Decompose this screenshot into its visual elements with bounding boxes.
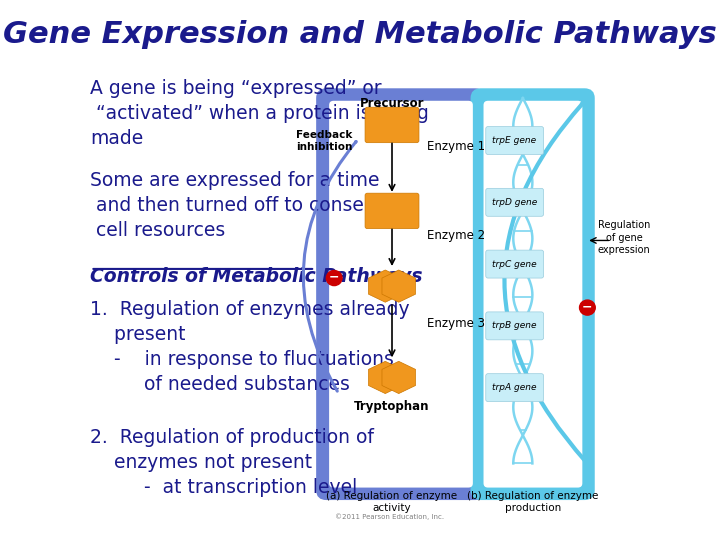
Polygon shape <box>369 270 402 302</box>
FancyBboxPatch shape <box>484 101 582 488</box>
FancyBboxPatch shape <box>486 188 544 217</box>
Text: Precursor: Precursor <box>360 97 424 110</box>
Circle shape <box>580 300 595 315</box>
FancyBboxPatch shape <box>486 312 544 340</box>
Polygon shape <box>382 270 415 302</box>
FancyBboxPatch shape <box>486 374 544 402</box>
Text: (b) Regulation of enzyme
production: (b) Regulation of enzyme production <box>467 491 598 514</box>
Text: Enzyme 2: Enzyme 2 <box>428 228 485 241</box>
Circle shape <box>326 271 342 286</box>
FancyBboxPatch shape <box>365 193 419 228</box>
Text: −: − <box>329 271 339 284</box>
Text: (a) Regulation of enzyme
activity: (a) Regulation of enzyme activity <box>326 491 458 514</box>
Text: ©2011 Pearson Education, Inc.: ©2011 Pearson Education, Inc. <box>335 514 444 521</box>
Text: trpD gene: trpD gene <box>492 198 537 207</box>
FancyArrowPatch shape <box>303 141 356 391</box>
FancyBboxPatch shape <box>365 107 419 143</box>
Polygon shape <box>382 361 415 394</box>
Text: Enzyme 3: Enzyme 3 <box>428 317 485 330</box>
Text: trpC gene: trpC gene <box>492 260 536 268</box>
Text: −: − <box>582 300 593 313</box>
Text: A gene is being “expressed” or
 “activated” when a protein is being
made: A gene is being “expressed” or “activate… <box>91 79 429 148</box>
Text: Gene Expression and Metabolic Pathways: Gene Expression and Metabolic Pathways <box>3 20 717 49</box>
Text: Regulation
of gene
expression: Regulation of gene expression <box>598 220 650 255</box>
Text: Controls of Metabolic Pathways: Controls of Metabolic Pathways <box>91 267 423 286</box>
FancyBboxPatch shape <box>318 90 484 498</box>
Text: 2.  Regulation of production of
    enzymes not present
         -  at transcrip: 2. Regulation of production of enzymes n… <box>91 428 374 497</box>
FancyBboxPatch shape <box>472 90 593 498</box>
Text: Tryptophan: Tryptophan <box>354 401 430 414</box>
Text: Enzyme 1: Enzyme 1 <box>428 140 485 153</box>
Text: Feedback
inhibition: Feedback inhibition <box>297 130 353 152</box>
Polygon shape <box>369 361 402 394</box>
Text: 1.  Regulation of enzymes already
    present
    -    in response to fluctuatio: 1. Regulation of enzymes already present… <box>91 300 410 394</box>
Text: trpE gene: trpE gene <box>492 136 536 145</box>
Text: trpA gene: trpA gene <box>492 383 536 392</box>
FancyBboxPatch shape <box>486 250 544 278</box>
Text: Some are expressed for a time
 and then turned off to conserve
 cell resources: Some are expressed for a time and then t… <box>91 171 395 240</box>
FancyBboxPatch shape <box>329 101 473 488</box>
FancyArrowPatch shape <box>505 104 585 461</box>
Text: trpB gene: trpB gene <box>492 321 536 330</box>
FancyBboxPatch shape <box>486 126 544 154</box>
